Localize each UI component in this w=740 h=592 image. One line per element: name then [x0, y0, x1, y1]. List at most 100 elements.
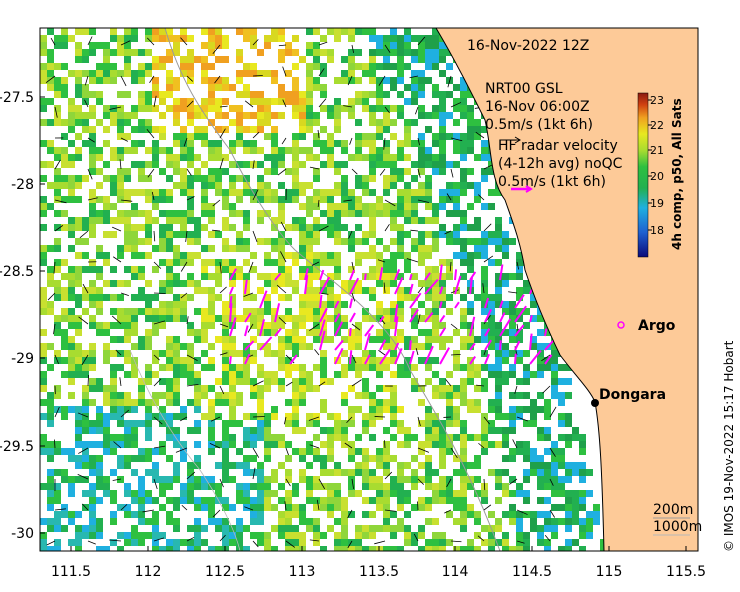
sst-cell — [250, 350, 257, 357]
model-arrow — [219, 286, 227, 294]
sst-cell — [453, 105, 460, 112]
sst-cell — [54, 280, 61, 287]
sst-cell — [320, 70, 327, 77]
sst-cell — [103, 329, 110, 336]
sst-cell — [124, 210, 131, 217]
sst-cell — [194, 371, 201, 378]
sst-cell — [481, 308, 488, 315]
sst-cell — [180, 224, 187, 231]
radar-arrow — [289, 354, 298, 365]
sst-cell — [474, 476, 481, 483]
sst-cell — [334, 217, 341, 224]
sst-cell — [229, 420, 236, 427]
sst-cell — [82, 420, 89, 427]
sst-cell — [481, 490, 488, 497]
sst-cell — [439, 119, 446, 126]
sst-cell — [390, 210, 397, 217]
sst-cell — [75, 77, 82, 84]
sst-cell — [68, 119, 75, 126]
sst-cell — [166, 91, 173, 98]
sst-cell — [96, 147, 103, 154]
sst-cell — [271, 329, 278, 336]
sst-cell — [488, 161, 495, 168]
sst-cell — [257, 175, 264, 182]
sst-cell — [306, 252, 313, 259]
sst-cell — [495, 217, 502, 224]
radar-arrow — [349, 312, 356, 323]
sst-cell — [390, 259, 397, 266]
sst-cell — [369, 217, 376, 224]
sst-cell — [460, 518, 467, 525]
sst-cell — [173, 525, 180, 532]
radar-arrow — [319, 276, 331, 295]
sst-cell — [145, 315, 152, 322]
sst-cell — [369, 140, 376, 147]
sst-cell — [152, 322, 159, 329]
sst-cell — [509, 392, 516, 399]
sst-cell — [187, 35, 194, 42]
model-arrow — [482, 283, 485, 294]
sst-cell — [411, 539, 418, 546]
sst-cell — [236, 210, 243, 217]
model-arrow — [53, 323, 56, 335]
sst-cell — [446, 392, 453, 399]
sst-cell — [425, 483, 432, 490]
y-tick-label: -28 — [11, 177, 34, 193]
sst-cell — [390, 77, 397, 84]
sst-cell — [530, 315, 537, 322]
sst-cell — [166, 280, 173, 287]
sst-cell — [180, 133, 187, 140]
sst-cell — [201, 525, 208, 532]
sst-cell — [453, 413, 460, 420]
x-tick-label: 115.5 — [666, 564, 706, 580]
model-arrow — [285, 478, 291, 487]
sst-cell — [89, 322, 96, 329]
sst-cell — [432, 112, 439, 119]
sst-cell — [243, 364, 250, 371]
sst-cell — [250, 91, 257, 98]
sst-cell — [47, 98, 54, 105]
sst-cell — [117, 420, 124, 427]
sst-cell — [572, 469, 579, 476]
sst-cell — [411, 210, 418, 217]
sst-cell — [544, 434, 551, 441]
sst-cell — [390, 525, 397, 532]
sst-cell — [404, 539, 411, 546]
sst-cell — [383, 511, 390, 518]
sst-cell — [103, 476, 110, 483]
sst-cell — [383, 266, 390, 273]
sst-cell — [411, 91, 418, 98]
sst-cell — [509, 490, 516, 497]
sst-cell — [236, 49, 243, 56]
sst-cell — [250, 497, 257, 504]
sst-cell — [495, 357, 502, 364]
sst-cell — [516, 259, 523, 266]
sst-cell — [159, 448, 166, 455]
sst-cell — [131, 469, 138, 476]
sst-cell — [215, 98, 222, 105]
sst-cell — [341, 224, 348, 231]
sst-cell — [117, 294, 124, 301]
sst-cell — [537, 497, 544, 504]
sst-cell — [495, 231, 502, 238]
sst-cell — [264, 322, 271, 329]
sst-cell — [229, 189, 236, 196]
sst-cell — [509, 238, 516, 245]
sst-cell — [376, 336, 383, 343]
sst-cell — [250, 315, 257, 322]
sst-cell — [264, 238, 271, 245]
sst-cell — [383, 63, 390, 70]
sst-cell — [292, 147, 299, 154]
sst-cell — [362, 133, 369, 140]
sst-cell — [348, 455, 355, 462]
sst-cell — [103, 105, 110, 112]
sst-cell — [159, 35, 166, 42]
model-arrow — [541, 354, 551, 362]
sst-cell — [341, 56, 348, 63]
sst-cell — [159, 245, 166, 252]
sst-cell — [411, 308, 418, 315]
radar-arrow — [244, 325, 249, 337]
sst-cell — [110, 364, 117, 371]
sst-cell — [432, 91, 439, 98]
sst-cell — [61, 273, 68, 280]
